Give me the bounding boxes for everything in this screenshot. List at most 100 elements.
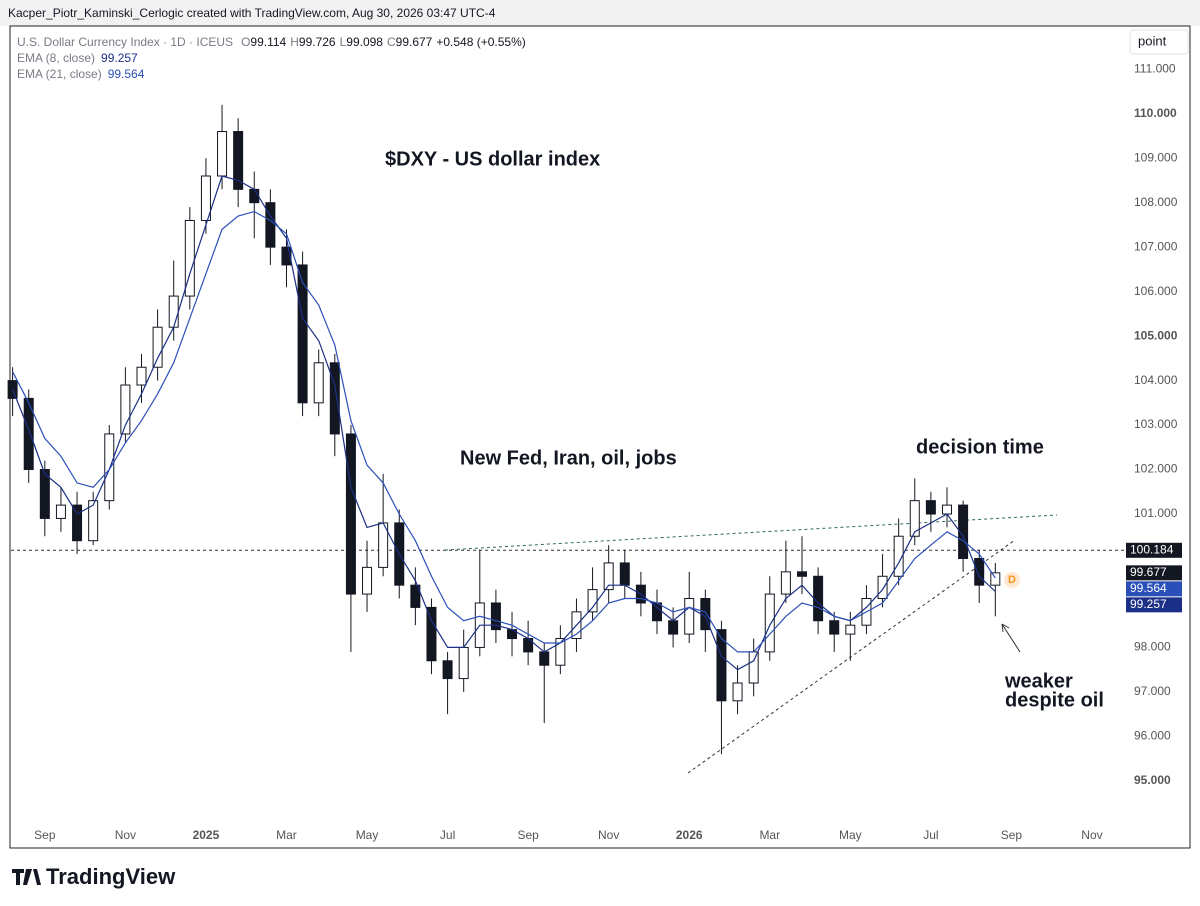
candle-body (442, 660, 453, 680)
candle-body (909, 500, 920, 537)
legend-ohlc-value: 99.677 (396, 35, 433, 49)
chart-frame (9, 25, 1191, 849)
top-bar (0, 0, 1200, 26)
candle-body (168, 295, 179, 328)
price-tag-label: 99.677 (1130, 565, 1167, 579)
price-tag (1126, 597, 1182, 613)
ema-line (12, 175, 996, 671)
candle-body (974, 557, 985, 586)
x-tick-label: 2026 (676, 828, 703, 842)
candle-body (490, 602, 501, 631)
candle-body (233, 131, 244, 190)
chart-title: $DXY - US dollar index (385, 148, 600, 170)
candle-body (555, 638, 566, 666)
y-tick-label: 102.000 (1134, 462, 1178, 476)
legend-ohlc-label: O (241, 35, 250, 49)
candle-body (362, 566, 373, 595)
x-tick-label: Nov (115, 828, 136, 842)
event-marker[interactable]: D (1008, 574, 1016, 586)
candle-body (684, 598, 695, 635)
legend-ohlc-label: C (387, 35, 396, 49)
y-tick-label: 110.000 (1134, 106, 1177, 120)
candle-body (668, 620, 679, 635)
candle-body (217, 131, 228, 177)
event-marker-bg[interactable] (1004, 572, 1020, 588)
candle-body (410, 584, 421, 608)
x-tick-label: Mar (759, 828, 780, 842)
y-tick-label: 111.000 (1134, 61, 1176, 75)
candle-body (539, 651, 550, 666)
legend-series-value: 99.257 (101, 51, 138, 65)
attribution: Kacper_Piotr_Kaminski_Cerlogic created w… (8, 6, 496, 20)
price-tag-label: 99.564 (1130, 581, 1167, 595)
x-tick-label: Sep (34, 828, 56, 842)
legend-series-name: EMA (21, close) (17, 67, 102, 81)
legend-series-value: 99.564 (108, 67, 145, 81)
candle-body (603, 562, 614, 591)
candle-body (458, 646, 469, 680)
y-tick-label: 107.000 (1134, 239, 1178, 253)
candle-body (345, 433, 356, 595)
y-tick-label: 108.000 (1134, 195, 1178, 209)
legend-ema-row: EMA (8, close) 99.257 (17, 51, 138, 65)
candle-body (619, 562, 630, 586)
candle-body (72, 504, 83, 542)
candle-body (990, 572, 1001, 586)
candle-body (845, 624, 856, 635)
y-tick-label: 104.000 (1134, 373, 1178, 387)
trend-line (444, 514, 1058, 551)
candle-body (426, 606, 437, 662)
x-tick-label: May (839, 828, 862, 842)
scale-button-label[interactable]: point (1138, 33, 1167, 48)
legend-ema-row: EMA (21, close) 99.564 (17, 67, 145, 81)
x-tick-label: 2025 (193, 828, 220, 842)
y-tick-label: 98.000 (1134, 640, 1171, 654)
y-tick-label: 97.000 (1134, 684, 1171, 698)
ema-line (12, 210, 996, 653)
annotation: despite oil (1005, 689, 1104, 711)
candle-body (652, 602, 663, 622)
arrow (1001, 623, 1021, 653)
candle-body (813, 575, 824, 622)
annotation: decision time (916, 436, 1044, 458)
x-tick-label: Sep (1001, 828, 1023, 842)
candle-body (39, 469, 50, 519)
candle-body (120, 384, 131, 435)
price-tag (1126, 565, 1182, 581)
candle-body (796, 571, 807, 577)
candle-body (716, 629, 727, 702)
candle-body (925, 500, 936, 515)
y-tick-label: 96.000 (1134, 729, 1171, 743)
arrow-head (1001, 623, 1010, 633)
scale-button[interactable] (1129, 29, 1189, 55)
price-tag-label: 100.184 (1130, 542, 1174, 556)
logo-text: TradingView (46, 864, 176, 889)
x-tick-label: Mar (276, 828, 297, 842)
candle-body (732, 682, 743, 702)
candle-body (893, 535, 904, 577)
legend-ohlc-label: H (290, 35, 299, 49)
legend-change: +0.548 (+0.55%) (436, 35, 525, 49)
candle-body (877, 575, 888, 600)
candle-body (958, 504, 969, 559)
candle-body (200, 175, 211, 221)
x-tick-label: May (356, 828, 379, 842)
x-tick-label: Nov (1081, 828, 1102, 842)
x-tick-label: Nov (598, 828, 619, 842)
x-tick-label: Jul (923, 828, 938, 842)
legend-symbol: U.S. Dollar Currency Index · 1D · ICEUS (17, 35, 233, 49)
candle-body (329, 362, 340, 435)
price-tag (1126, 542, 1182, 558)
legend-ohlc-value: 99.098 (346, 35, 383, 49)
trend-line (687, 539, 1016, 774)
logo-mark (12, 869, 41, 885)
candle-body (7, 380, 18, 399)
candle-body (88, 500, 99, 542)
candle-body (152, 326, 163, 368)
legend-ohlc-value: 99.114 (250, 35, 286, 49)
candle-body (249, 188, 260, 204)
candle-body (587, 589, 598, 613)
candle-body (764, 593, 775, 653)
y-tick-label: 109.000 (1134, 150, 1178, 164)
